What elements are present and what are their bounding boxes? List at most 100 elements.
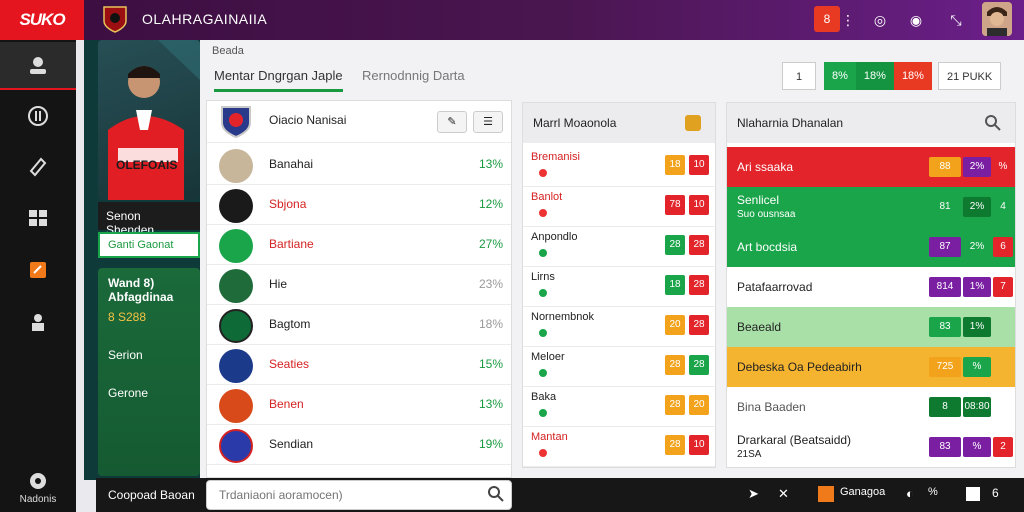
match-row[interactable]: Lirns 18 28 — [523, 265, 715, 307]
list-item-name: Bartiane — [269, 237, 314, 251]
score-badge: 28 — [665, 355, 685, 375]
standings-row[interactable]: Debeska Oa Pedeabirh 725% — [727, 347, 1015, 387]
club-badge-icon — [103, 6, 127, 33]
sidebar-item-profile[interactable] — [0, 42, 76, 90]
standings-row-name: Debeska Oa Pedeabirh — [737, 360, 862, 374]
search-icon[interactable] — [488, 486, 504, 502]
sidebar-item-stickers[interactable] — [0, 246, 76, 294]
stat-badge: 1% — [963, 277, 991, 297]
standings-row[interactable]: Patafaarrovad 814 1% 7 — [727, 267, 1015, 307]
list-item-name: Seaties — [269, 357, 310, 371]
list-item[interactable]: Hie 23% — [207, 265, 511, 305]
filter-pill[interactable]: 18% — [855, 62, 894, 90]
score-badge: 28 — [689, 315, 709, 335]
breadcrumb[interactable]: Beada — [212, 45, 244, 57]
list-item-name: Benen — [269, 397, 304, 411]
match-row[interactable]: Meloer 28 28 — [523, 345, 715, 387]
club-crest-icon — [219, 429, 253, 463]
stat-badge: 83 — [929, 317, 961, 337]
match-row[interactable]: Banlot 78 10 — [523, 185, 715, 227]
list-item-name: Banahai — [269, 157, 314, 171]
stat-badge: 81 — [929, 197, 961, 217]
settings-icon[interactable] — [29, 472, 47, 490]
app-logo[interactable]: SUKO — [0, 0, 84, 40]
status-dot-icon — [539, 249, 547, 257]
match-row[interactable]: Anpondlo 28 28 — [523, 225, 715, 267]
stat-badge: 4 — [993, 197, 1013, 217]
standings-row-name: Patafaarrovad — [737, 280, 813, 294]
match-row-name: Meloer — [531, 351, 565, 363]
back-icon[interactable]: ➤ — [748, 486, 759, 501]
list-menu-button[interactable]: ☰ — [473, 111, 503, 133]
sidebar-item-grid[interactable] — [0, 194, 76, 242]
sidebar-item-tags[interactable] — [0, 142, 76, 190]
filter-pill[interactable]: 21 PUKK — [937, 62, 1002, 90]
sticker-icon[interactable] — [818, 486, 834, 502]
search-icon[interactable] — [985, 115, 1001, 131]
match-row[interactable]: Baka 28 20 — [523, 385, 715, 427]
match-row[interactable]: Mantan 28 10 — [523, 425, 715, 467]
standings-row[interactable]: Art bocdsia 87 2% 6 — [727, 227, 1015, 267]
list-item[interactable]: Bartiane 27% — [207, 225, 511, 265]
search-input[interactable] — [206, 480, 512, 510]
list-item[interactable]: Sbjona 12% — [207, 185, 511, 225]
globe-icon[interactable]: ◉ — [909, 12, 923, 28]
standings-row[interactable]: Beaeald 83 1% — [727, 307, 1015, 347]
list-edit-button[interactable]: ✎ — [437, 111, 467, 133]
list-item[interactable]: Benen 13% — [207, 385, 511, 425]
list-item-name: Bagtom — [269, 317, 311, 331]
list-item-pct: 13% — [478, 157, 503, 171]
bottom-count: 6 — [992, 486, 999, 500]
list-item-pct: 12% — [478, 197, 503, 211]
score-badge: 10 — [689, 155, 709, 175]
toggle-icon[interactable]: ◐ — [906, 486, 914, 501]
list-item[interactable]: Sendian 19% — [207, 425, 511, 465]
stat-row: Gerone — [108, 386, 149, 400]
list-item[interactable]: Banahai 13% — [207, 145, 511, 185]
list-item[interactable]: Seaties 15% — [207, 345, 511, 385]
match-row[interactable]: Nornembnok 20 28 — [523, 305, 715, 347]
standings-row-name: Bina Baaden — [737, 400, 806, 414]
stat-badge: % — [963, 437, 991, 457]
match-row[interactable]: Bremanisi 18 10 — [523, 145, 715, 187]
sidebar-item-stats[interactable] — [0, 92, 76, 140]
club-list-panel: Oiacio Nanisai ✎ ☰ Banahai 13% Sbjona 12… — [206, 100, 512, 478]
filter-pill[interactable]: 1 — [782, 62, 816, 90]
list-item-pct: 15% — [478, 357, 503, 371]
player-shirt-text: OLEFOAIS — [116, 158, 178, 172]
standings-row[interactable]: Senlicel Suo ousnsaa 81 2% 4 — [727, 187, 1015, 227]
sidebar-item-team[interactable] — [0, 298, 76, 346]
list-item-pct: 13% — [478, 397, 503, 411]
sticker-icon — [30, 262, 46, 278]
list-item-name: Sendian — [269, 437, 314, 451]
player-tag[interactable]: Ganti Gaonat — [98, 232, 200, 258]
list-item-name: Sbjona — [269, 197, 307, 211]
list-item[interactable]: Bagtom 18% — [207, 305, 511, 345]
standings-row[interactable]: Drarkaral (Beatsaidd) 21SA 83% 2 — [727, 427, 1015, 467]
player-photo[interactable]: OLEFOAIS — [98, 40, 200, 200]
club-crest-icon — [221, 106, 251, 139]
filter-pill[interactable]: 18% — [893, 62, 932, 90]
status-dot-icon — [539, 449, 547, 457]
user-avatar[interactable] — [982, 2, 1012, 36]
notification-button[interactable]: 8 — [814, 6, 840, 32]
close-icon[interactable]: ✕ — [778, 486, 789, 501]
match-row-name: Anpondlo — [531, 231, 578, 243]
score-badge: 28 — [665, 435, 685, 455]
standings-row-name: Ari ssaaka — [737, 160, 794, 174]
club-crest-icon[interactable] — [685, 115, 701, 131]
more-icon[interactable]: ⋮ — [841, 12, 855, 28]
window-icon[interactable] — [966, 487, 980, 501]
tab-secondary[interactable]: Rernodnnig Darta — [362, 68, 465, 83]
standings-row[interactable]: Bina Baaden 8 08:80 — [727, 387, 1015, 427]
standings-row[interactable]: Ari ssaaka 88 2%% — [727, 147, 1015, 187]
app-title: OLAHRAGAINAIIA — [142, 11, 268, 27]
camera-icon[interactable]: ◎ — [873, 12, 887, 28]
filter-pill[interactable]: 8% — [824, 62, 856, 90]
tab-main[interactable]: Mentar Dngrgan Japle — [214, 68, 343, 92]
stat-badge: 814 — [929, 277, 961, 297]
expand-icon[interactable]: ⤡ — [950, 12, 962, 28]
score-badge: 28 — [665, 235, 685, 255]
score-badge: 78 — [665, 195, 685, 215]
stat-badge: 2 — [993, 437, 1013, 457]
